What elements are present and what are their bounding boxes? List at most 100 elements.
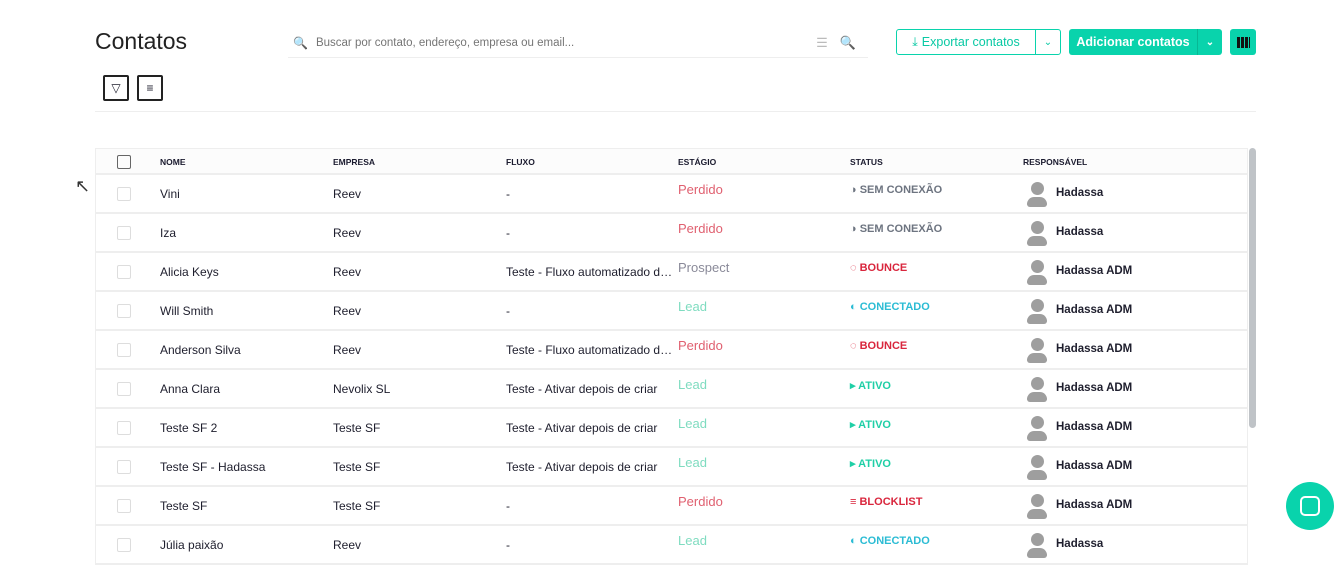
- contact-name[interactable]: Will Smith: [160, 304, 214, 318]
- table-row[interactable]: Anna Clara Nevolix SL Teste - Ativar dep…: [96, 370, 1247, 409]
- table-row[interactable]: Anderson Silva Reev Teste - Fluxo automa…: [96, 331, 1247, 370]
- search-icon: 🔍: [293, 35, 308, 50]
- table-row[interactable]: Vini Reev - Perdido ◑ SEM CONEXÃO Hadass…: [96, 175, 1247, 214]
- status-badge: ≡ BLOCKLIST: [850, 496, 922, 508]
- contact-name[interactable]: Anderson Silva: [160, 343, 241, 357]
- avatar: [1026, 377, 1048, 403]
- table-header: NOME EMPRESA FLUXO ESTÁGIO STATUS RESPON…: [96, 149, 1247, 175]
- contact-name[interactable]: Anna Clara: [160, 382, 221, 396]
- table-row[interactable]: Teste SF 2 Teste SF Teste - Ativar depoi…: [96, 409, 1247, 448]
- avatar: [1026, 338, 1048, 364]
- half-circle-dashed-icon: ◑: [850, 184, 860, 196]
- column-header-status[interactable]: STATUS: [850, 157, 883, 167]
- company: Reev: [333, 226, 362, 240]
- flow: -: [506, 499, 510, 513]
- contact-name[interactable]: Júlia paixão: [160, 538, 224, 552]
- column-header-fluxo[interactable]: FLUXO: [506, 157, 535, 167]
- chat-widget-button[interactable]: [1286, 482, 1334, 530]
- column-header-nome[interactable]: NOME: [160, 157, 186, 167]
- contact-name[interactable]: Iza: [160, 226, 177, 240]
- flow: -: [506, 226, 510, 240]
- half-circle-icon: ◐: [850, 301, 860, 313]
- owner: Hadassa ADM: [1056, 265, 1133, 277]
- company: Teste SF: [333, 460, 381, 474]
- owner: Hadassa ADM: [1056, 343, 1133, 355]
- column-settings-button[interactable]: ≡: [137, 75, 163, 101]
- status-label: CONECTADO: [859, 301, 930, 313]
- stage: Perdido: [678, 494, 723, 509]
- status-label: SEM CONEXÃO: [859, 223, 943, 235]
- company: Reev: [333, 304, 362, 318]
- status-label: BLOCKLIST: [859, 496, 923, 508]
- column-header-empresa[interactable]: EMPRESA: [333, 157, 376, 167]
- avatar: [1026, 299, 1048, 325]
- dashed-circle-icon: ◌: [850, 340, 860, 352]
- row-checkbox[interactable]: [117, 460, 131, 474]
- avatar: [1026, 533, 1048, 559]
- export-contacts-button[interactable]: ⤓ Exportar contatos ⌄: [896, 29, 1061, 55]
- row-checkbox[interactable]: [117, 421, 131, 435]
- row-checkbox[interactable]: [117, 187, 131, 201]
- flow: Teste - Ativar depois de criar: [506, 382, 658, 396]
- avatar: [1026, 455, 1048, 481]
- contact-name[interactable]: Vini: [160, 187, 180, 201]
- table-row[interactable]: Alicia Keys Reev Teste - Fluxo automatiz…: [96, 253, 1247, 292]
- filter-button[interactable]: ▽: [103, 75, 129, 101]
- add-contacts-button[interactable]: Adicionar contatos ⌄: [1069, 29, 1222, 55]
- company: Reev: [333, 343, 362, 357]
- company: Reev: [333, 187, 362, 201]
- export-dropdown-chevron-icon[interactable]: ⌄: [1043, 36, 1053, 48]
- stage: Lead: [678, 533, 707, 548]
- search-bar: 🔍 ☰ 🔍: [288, 28, 868, 58]
- owner: Hadassa ADM: [1056, 460, 1133, 472]
- row-checkbox[interactable]: [117, 499, 131, 513]
- company: Teste SF: [333, 421, 381, 435]
- filter-icon: ▽: [111, 81, 121, 95]
- table-row[interactable]: Júlia paixão Reev - Lead ◐ CONECTADO Had…: [96, 526, 1247, 565]
- contact-name[interactable]: Teste SF 2: [160, 421, 218, 435]
- contact-name[interactable]: Teste SF: [160, 499, 208, 513]
- stage: Lead: [678, 299, 707, 314]
- sliders-icon[interactable]: ☰: [816, 34, 828, 50]
- status-badge: ◑ SEM CONEXÃO: [850, 184, 942, 196]
- company: Reev: [333, 538, 362, 552]
- flow: -: [506, 304, 510, 318]
- dashed-circle-icon: ◌: [850, 262, 860, 274]
- status-badge: ▸ ATIVO: [850, 379, 891, 392]
- flow: Teste - Fluxo automatizado de envio: [506, 343, 676, 357]
- flow: Teste - Ativar depois de criar: [506, 460, 658, 474]
- row-checkbox[interactable]: [117, 382, 131, 396]
- row-checkbox[interactable]: [117, 226, 131, 240]
- row-checkbox[interactable]: [117, 265, 131, 279]
- add-label: Adicionar contatos: [1069, 29, 1198, 55]
- half-circle-icon: ◐: [850, 535, 860, 547]
- add-dropdown-chevron-icon[interactable]: ⌄: [1205, 36, 1215, 48]
- stage: Lead: [678, 416, 707, 431]
- row-checkbox[interactable]: [117, 538, 131, 552]
- table-row[interactable]: Teste SF - Hadassa Teste SF Teste - Ativ…: [96, 448, 1247, 487]
- flow: Teste - Ativar depois de criar: [506, 421, 658, 435]
- select-all-checkbox[interactable]: [117, 155, 131, 169]
- scrollbar[interactable]: [1249, 148, 1256, 428]
- table-row[interactable]: Teste SF Teste SF - Perdido ≡ BLOCKLIST …: [96, 487, 1247, 526]
- search-submit-icon[interactable]: 🔍: [839, 34, 856, 50]
- stage: Perdido: [678, 338, 723, 353]
- row-checkbox[interactable]: [117, 343, 131, 357]
- table-row[interactable]: Will Smith Reev - Lead ◐ CONECTADO Hadas…: [96, 292, 1247, 331]
- divider: [95, 111, 1256, 112]
- column-header-responsavel[interactable]: RESPONSÁVEL: [1023, 157, 1088, 167]
- avatar: [1026, 221, 1048, 247]
- search-input[interactable]: [315, 36, 817, 49]
- grid-view-button[interactable]: [1230, 29, 1256, 55]
- row-checkbox[interactable]: [117, 304, 131, 318]
- contact-name[interactable]: Teste SF - Hadassa: [160, 460, 266, 474]
- stage: Lead: [678, 377, 707, 392]
- status-badge: ▸ ATIVO: [850, 457, 891, 470]
- contact-name[interactable]: Alicia Keys: [160, 265, 219, 279]
- status-badge: ◌ BOUNCE: [850, 340, 907, 352]
- column-header-estagio[interactable]: ESTÁGIO: [678, 157, 717, 167]
- stage: Lead: [678, 455, 707, 470]
- status-badge: ◐ CONECTADO: [850, 535, 930, 547]
- grid-icon: [1236, 36, 1250, 48]
- table-row[interactable]: Iza Reev - Perdido ◑ SEM CONEXÃO Hadassa: [96, 214, 1247, 253]
